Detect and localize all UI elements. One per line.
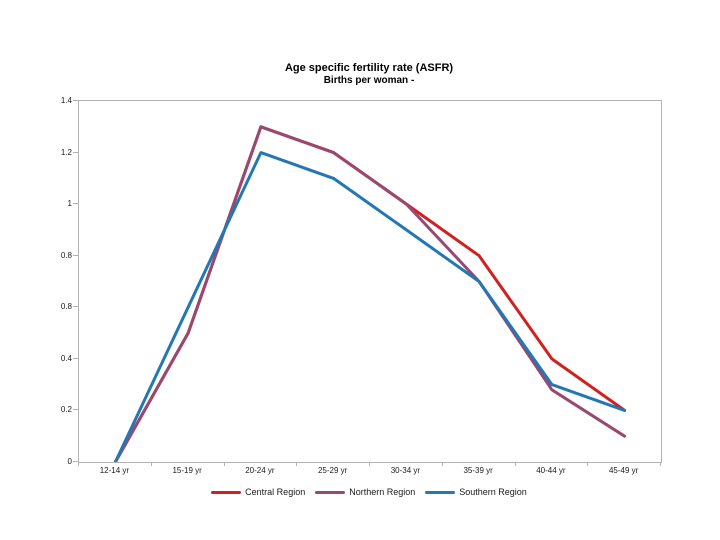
y-axis-tick-label: 1.2 — [60, 147, 72, 157]
x-axis-category-label: 20-24 yr — [245, 466, 275, 475]
y-axis-tick-mark — [73, 100, 78, 101]
x-axis-category-label: 12-14 yr — [99, 466, 130, 475]
legend-swatch-icon — [425, 490, 456, 494]
x-axis-tick-mark — [514, 462, 516, 466]
x-axis-tick-mark — [441, 462, 443, 466]
x-axis-category-label: 25-29 yr — [317, 466, 348, 475]
x-axis-tick-mark — [78, 462, 79, 466]
y-axis-tick-mark — [73, 357, 78, 359]
legend-item-southern-region: Southern Region — [425, 487, 527, 497]
chart-subtitle: Births per woman - — [323, 75, 415, 86]
x-axis-tick-mark — [587, 462, 589, 466]
y-axis-tick-label: 0.2 — [60, 405, 72, 415]
x-axis-tick-mark — [150, 462, 152, 466]
chart-title-block: Age specific fertility rate (ASFR) Birth… — [78, 62, 660, 87]
x-axis-category-label: 30-34 yr — [390, 466, 421, 475]
x-axis-tick-mark — [223, 462, 225, 466]
y-axis-tick-label: 1.4 — [60, 96, 72, 105]
legend-item-central-region: Central Region — [211, 487, 305, 497]
series-lines-svg — [113, 125, 627, 462]
chart-title: Age specific fertility rate (ASFR) — [284, 62, 454, 74]
legend-label: Northern Region — [349, 487, 416, 497]
legend-swatch-icon — [211, 490, 242, 494]
y-axis-tick-label: 0.8 — [60, 302, 72, 312]
y-axis-tick-mark — [73, 409, 78, 411]
x-axis-tick-mark — [660, 462, 661, 466]
y-axis-tick-mark — [73, 461, 78, 462]
x-axis-tick-mark — [369, 462, 370, 466]
x-axis-tick-mark — [296, 462, 298, 466]
series-line-southern-region — [113, 151, 627, 462]
y-axis-tick-mark — [73, 254, 78, 256]
legend-swatch-icon — [315, 490, 346, 494]
y-axis-tick-mark — [73, 151, 78, 153]
y-axis-tick-label: 0 — [67, 457, 72, 466]
legend-label: Central Region — [245, 487, 306, 497]
x-axis-category-label: 35-39 yr — [463, 466, 493, 475]
legend-label: Southern Region — [459, 487, 527, 497]
series-line-northern-region — [113, 125, 627, 462]
y-axis-tick-mark — [73, 203, 78, 205]
x-axis-category-label: 45-49 yr — [608, 466, 639, 475]
y-axis-tick-label: 0.4 — [60, 353, 72, 363]
y-axis-tick-label: 1 — [67, 199, 72, 209]
y-axis-tick-mark — [73, 306, 78, 308]
legend: Central Region Northern Region Southern Re… — [78, 487, 660, 497]
x-axis-category-label: 40-44 yr — [536, 466, 566, 475]
plot-area — [78, 100, 662, 463]
y-axis-tick-label: 0.8 — [60, 250, 72, 260]
legend-item-northern-region: Northern Region — [315, 487, 415, 497]
x-axis-category-label: 15-19 yr — [172, 466, 202, 475]
